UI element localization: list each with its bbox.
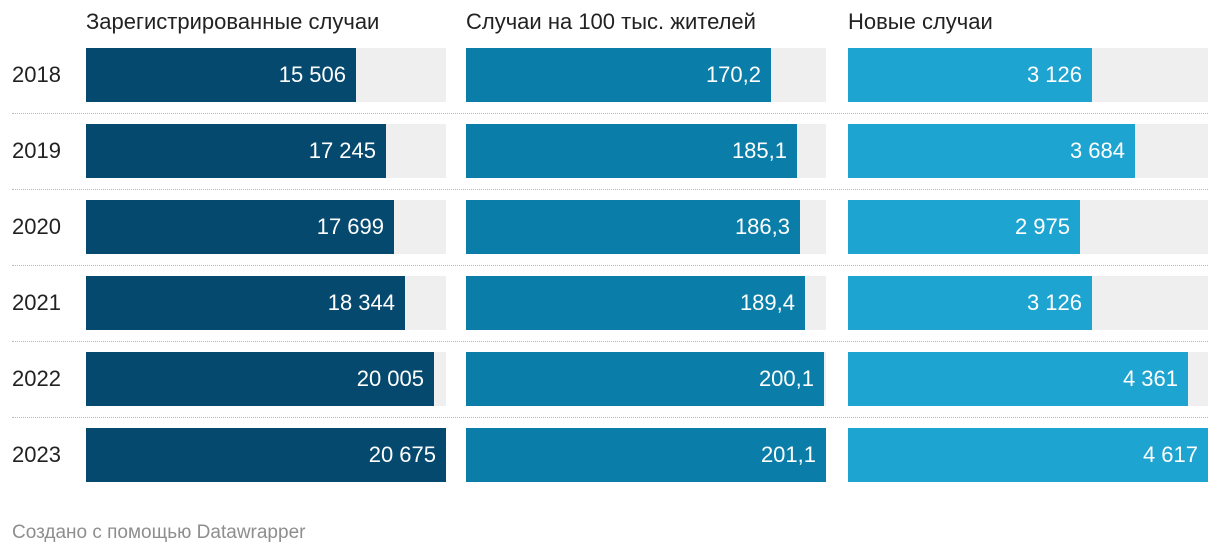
bar-1-2019: 17 245 bbox=[86, 124, 386, 178]
data-label: 2 975 bbox=[1014, 214, 1070, 239]
bar-2-2022: 200,1 bbox=[466, 352, 824, 406]
bar-track: 20 675 bbox=[86, 428, 446, 482]
bar-3-2023: 4 617 bbox=[848, 428, 1208, 482]
bar-track: 4 361 bbox=[848, 352, 1208, 406]
data-label: 20 005 bbox=[356, 366, 424, 391]
bar-track: 17 245 bbox=[86, 124, 446, 178]
bar-1-2021: 18 344 bbox=[86, 276, 405, 330]
row-label-2020: 2020 bbox=[12, 214, 61, 239]
bar-track: 18 344 bbox=[86, 276, 446, 330]
bar-track: 189,4 bbox=[466, 276, 826, 330]
data-label: 20 675 bbox=[368, 442, 436, 467]
bar-track: 15 506 bbox=[86, 48, 446, 102]
data-label: 18 344 bbox=[327, 290, 395, 315]
row-label-2018: 2018 bbox=[12, 62, 61, 87]
data-label: 3 684 bbox=[1069, 138, 1125, 163]
column-title-2: Случаи на 100 тыс. жителей bbox=[466, 9, 756, 34]
bar-track: 3 126 bbox=[848, 48, 1208, 102]
data-label: 4 617 bbox=[1142, 442, 1198, 467]
row-label-2019: 2019 bbox=[12, 138, 61, 163]
bar-2-2020: 186,3 bbox=[466, 200, 800, 254]
data-label: 189,4 bbox=[739, 290, 795, 315]
bar-1-2022: 20 005 bbox=[86, 352, 434, 406]
footer-credit: Создано с помощью Datawrapper bbox=[12, 522, 306, 543]
bar-track: 185,1 bbox=[466, 124, 826, 178]
bar-3-2021: 3 126 bbox=[848, 276, 1092, 330]
bar-track: 170,2 bbox=[466, 48, 826, 102]
bar-3-2018: 3 126 bbox=[848, 48, 1092, 102]
row-label-2021: 2021 bbox=[12, 290, 61, 315]
data-label: 200,1 bbox=[758, 366, 814, 391]
row-divider bbox=[12, 265, 1208, 266]
row-divider bbox=[12, 113, 1208, 114]
row-label-2023: 2023 bbox=[12, 442, 61, 467]
bar-2-2021: 189,4 bbox=[466, 276, 805, 330]
bar-track: 3 126 bbox=[848, 276, 1208, 330]
data-label: 201,1 bbox=[760, 442, 816, 467]
bar-track: 17 699 bbox=[86, 200, 446, 254]
row-divider bbox=[12, 417, 1208, 418]
bar-1-2018: 15 506 bbox=[86, 48, 356, 102]
bar-2-2018: 170,2 bbox=[466, 48, 771, 102]
bar-track: 4 617 bbox=[848, 428, 1208, 482]
bar-2-2023: 201,1 bbox=[466, 428, 826, 482]
data-label: 3 126 bbox=[1026, 290, 1082, 315]
column-title-3: Новые случаи bbox=[848, 9, 993, 34]
bar-1-2023: 20 675 bbox=[86, 428, 446, 482]
data-label: 185,1 bbox=[731, 138, 787, 163]
data-label: 15 506 bbox=[278, 62, 346, 87]
row-divider bbox=[12, 189, 1208, 190]
row-divider bbox=[12, 341, 1208, 342]
bar-3-2020: 2 975 bbox=[848, 200, 1080, 254]
data-label: 3 126 bbox=[1026, 62, 1082, 87]
bar-track: 20 005 bbox=[86, 352, 446, 406]
row-label-2022: 2022 bbox=[12, 366, 61, 391]
column-title-1: Зарегистрированные случаи bbox=[86, 9, 380, 34]
bar-track: 2 975 bbox=[848, 200, 1208, 254]
bar-1-2020: 17 699 bbox=[86, 200, 394, 254]
bar-track: 3 684 bbox=[848, 124, 1208, 178]
data-label: 4 361 bbox=[1122, 366, 1178, 391]
bar-2-2019: 185,1 bbox=[466, 124, 797, 178]
bar-track: 186,3 bbox=[466, 200, 826, 254]
bar-3-2022: 4 361 bbox=[848, 352, 1188, 406]
data-label: 170,2 bbox=[705, 62, 761, 87]
data-label: 186,3 bbox=[734, 214, 790, 239]
bar-track: 201,1 bbox=[466, 428, 826, 482]
data-label: 17 245 bbox=[308, 138, 376, 163]
bar-track: 200,1 bbox=[466, 352, 826, 406]
data-label: 17 699 bbox=[316, 214, 384, 239]
bar-3-2019: 3 684 bbox=[848, 124, 1135, 178]
